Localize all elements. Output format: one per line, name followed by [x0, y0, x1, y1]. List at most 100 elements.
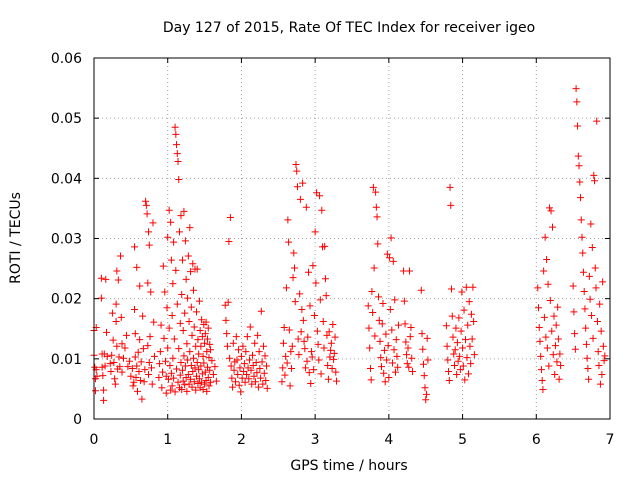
data-point: [181, 237, 189, 245]
data-point: [206, 340, 214, 348]
data-point: [158, 384, 166, 392]
data-point: [179, 377, 187, 385]
data-point: [382, 330, 390, 338]
data-point: [537, 352, 545, 360]
data-point: [185, 318, 193, 326]
data-point: [155, 373, 163, 381]
data-point: [172, 266, 180, 274]
data-point: [97, 274, 105, 282]
data-point: [583, 354, 591, 362]
data-point: [579, 268, 587, 276]
data-point: [147, 288, 155, 296]
data-point: [459, 344, 467, 352]
data-point: [321, 242, 329, 250]
data-point: [318, 206, 326, 214]
data-point: [134, 348, 142, 356]
data-point: [455, 314, 463, 322]
data-point: [464, 370, 472, 378]
data-point: [417, 286, 425, 294]
data-point: [332, 368, 340, 376]
data-point: [190, 354, 198, 362]
data-point: [380, 346, 388, 354]
data-point: [239, 342, 247, 350]
data-point: [228, 374, 236, 382]
x-axis-label: GPS time / hours: [290, 458, 407, 474]
data-point: [541, 233, 549, 241]
data-point: [311, 228, 319, 236]
data-point: [145, 358, 153, 366]
data-point: [119, 354, 127, 362]
data-point: [222, 316, 230, 324]
data-point: [580, 287, 588, 295]
data-point: [121, 344, 129, 352]
data-point: [198, 378, 206, 386]
data-point: [148, 380, 156, 388]
data-point: [139, 345, 147, 353]
data-point: [369, 309, 377, 317]
data-point: [108, 309, 116, 317]
data-point: [184, 294, 192, 302]
data-point: [241, 378, 249, 386]
data-point: [325, 328, 333, 336]
data-point: [458, 288, 466, 296]
data-point: [103, 328, 111, 336]
data-point: [450, 350, 458, 358]
data-point: [254, 383, 262, 391]
data-point: [159, 262, 167, 270]
data-point: [171, 123, 179, 131]
data-point: [191, 364, 199, 372]
data-point: [242, 348, 250, 356]
data-point: [229, 383, 237, 391]
data-point: [591, 264, 599, 272]
data-point: [101, 362, 109, 370]
data-point: [212, 377, 220, 385]
data-point: [593, 117, 601, 125]
data-point: [199, 386, 207, 394]
data-point: [243, 370, 251, 378]
data-point: [424, 356, 432, 364]
data-point: [545, 362, 553, 370]
data-point: [178, 256, 186, 264]
data-point: [180, 207, 188, 215]
data-point: [371, 332, 379, 340]
data-point: [418, 330, 426, 338]
data-point: [143, 210, 151, 218]
data-point: [201, 339, 209, 347]
data-point: [534, 284, 542, 292]
data-point: [160, 334, 168, 342]
data-point: [192, 308, 200, 316]
data-point: [135, 367, 143, 375]
data-point: [299, 179, 307, 187]
data-point: [445, 376, 453, 384]
x-tick-labels: 0 1 2 3 4 5 6 7: [90, 432, 615, 448]
data-point: [131, 305, 139, 313]
data-point: [548, 327, 556, 335]
data-point: [543, 256, 551, 264]
data-point: [221, 301, 229, 309]
data-point: [381, 378, 389, 386]
data-point: [169, 280, 177, 288]
data-point: [552, 321, 560, 329]
data-point: [190, 378, 198, 386]
data-point: [468, 335, 476, 343]
data-point: [140, 378, 148, 386]
data-point: [111, 375, 119, 383]
x-tick-label: 7: [606, 432, 615, 448]
data-point: [470, 351, 478, 359]
data-point: [226, 213, 234, 221]
data-point: [172, 130, 180, 138]
data-point: [136, 376, 144, 384]
data-point: [597, 327, 605, 335]
data-point: [281, 371, 289, 379]
data-point: [457, 327, 465, 335]
data-point: [233, 356, 241, 364]
data-point: [540, 313, 548, 321]
data-point: [128, 364, 136, 372]
data-point: [181, 381, 189, 389]
data-point: [389, 359, 397, 367]
x-tick-label: 3: [311, 432, 320, 448]
data-point: [313, 327, 321, 335]
data-point: [246, 356, 254, 364]
data-point: [129, 382, 137, 390]
data-point: [278, 378, 286, 386]
